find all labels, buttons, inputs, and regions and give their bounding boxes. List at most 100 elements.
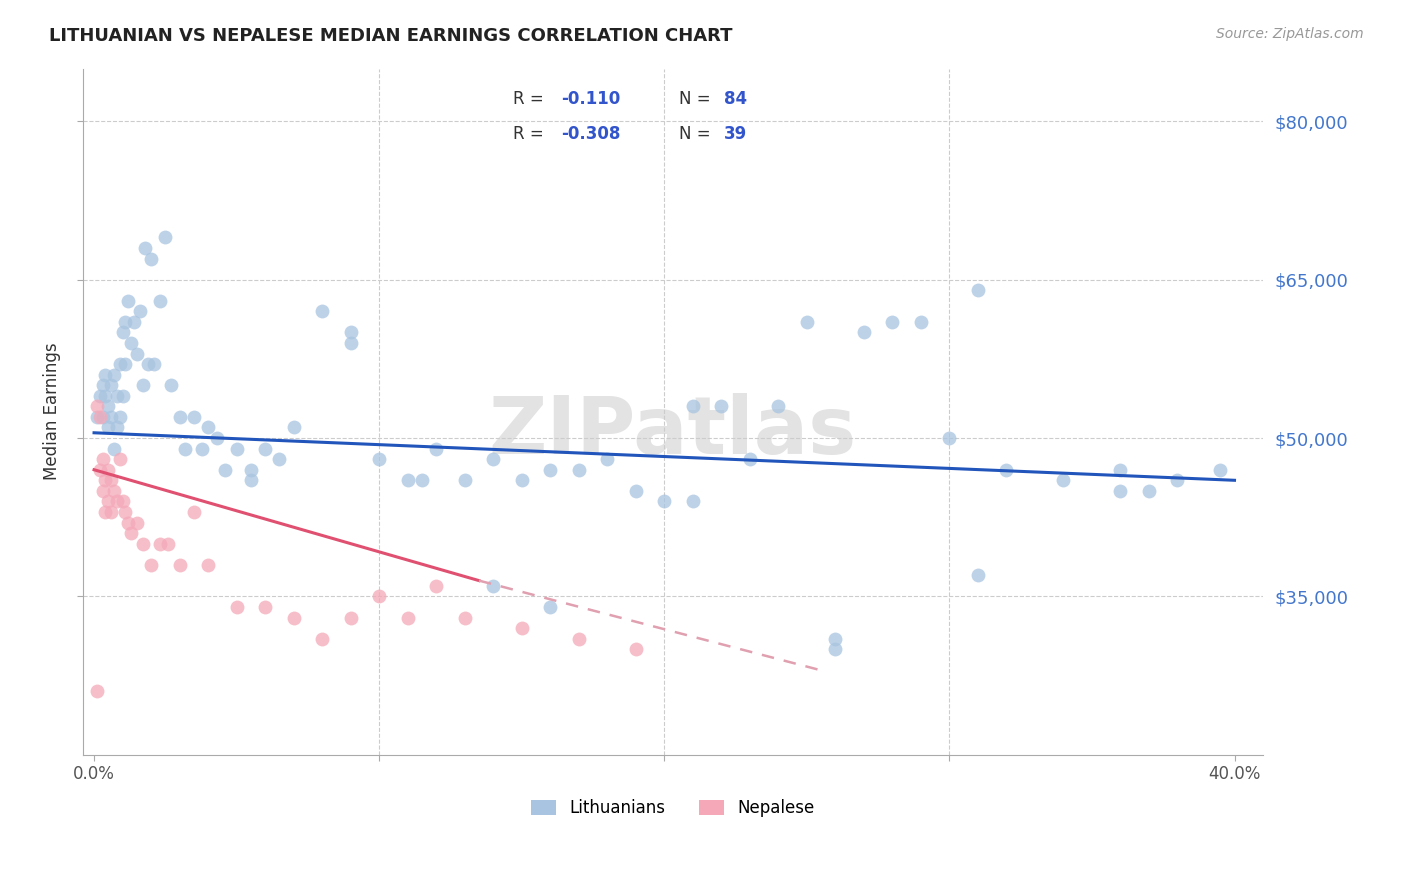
Point: [239, 473, 262, 487]
Point: [125, 516, 148, 530]
Point: [89, 409, 111, 424]
Point: [157, 536, 180, 550]
Point: [183, 409, 205, 424]
Point: [254, 599, 277, 614]
Point: [652, 494, 675, 508]
Point: [1109, 463, 1132, 477]
Point: [142, 357, 165, 371]
Point: [91, 409, 114, 424]
Point: [682, 400, 704, 414]
Point: [111, 494, 134, 508]
Point: [1052, 473, 1074, 487]
Point: [1137, 483, 1160, 498]
Point: [149, 293, 172, 308]
Point: [482, 452, 505, 467]
Point: [100, 505, 122, 519]
Point: [114, 315, 136, 329]
Point: [169, 409, 191, 424]
Point: [1166, 473, 1188, 487]
Point: [108, 452, 131, 467]
Point: [396, 610, 419, 624]
Point: [339, 326, 361, 340]
Point: [339, 610, 361, 624]
Point: [134, 241, 156, 255]
Point: [139, 252, 162, 266]
Point: [938, 431, 960, 445]
Point: [311, 304, 333, 318]
Point: [995, 463, 1018, 477]
Point: [149, 536, 172, 550]
Point: [396, 473, 419, 487]
Point: [86, 684, 108, 698]
Point: [103, 368, 125, 382]
Point: [122, 315, 145, 329]
Point: [191, 442, 214, 456]
Point: [368, 452, 391, 467]
Point: [94, 368, 117, 382]
Point: [117, 293, 139, 308]
Point: [1209, 463, 1232, 477]
Point: [710, 400, 733, 414]
Point: [269, 452, 291, 467]
Point: [117, 516, 139, 530]
Text: N =: N =: [679, 125, 710, 143]
Point: [111, 326, 134, 340]
Point: [120, 526, 142, 541]
Point: [1109, 483, 1132, 498]
Point: [97, 494, 120, 508]
Point: [131, 536, 153, 550]
Text: Source: ZipAtlas.com: Source: ZipAtlas.com: [1216, 27, 1364, 41]
Point: [91, 452, 114, 467]
Point: [103, 483, 125, 498]
Point: [97, 420, 120, 434]
Point: [254, 442, 277, 456]
Point: [425, 442, 447, 456]
Point: [454, 473, 477, 487]
Point: [568, 632, 591, 646]
Point: [183, 505, 205, 519]
Point: [114, 505, 136, 519]
Point: [105, 494, 128, 508]
Point: [538, 599, 561, 614]
Point: [596, 452, 619, 467]
Point: [624, 483, 647, 498]
Text: R =: R =: [513, 90, 544, 109]
Text: N =: N =: [679, 90, 710, 109]
Point: [824, 642, 846, 657]
Point: [967, 568, 990, 582]
Point: [852, 326, 875, 340]
Point: [283, 420, 305, 434]
Point: [311, 632, 333, 646]
Point: [111, 389, 134, 403]
Point: [738, 452, 761, 467]
Point: [86, 400, 108, 414]
Point: [91, 483, 114, 498]
Y-axis label: Median Earnings: Median Earnings: [44, 343, 60, 481]
Point: [139, 558, 162, 572]
Point: [425, 579, 447, 593]
Point: [225, 599, 247, 614]
Point: [197, 420, 219, 434]
Point: [824, 632, 846, 646]
Point: [155, 230, 177, 244]
Text: 39: 39: [724, 125, 747, 143]
Point: [125, 346, 148, 360]
Point: [568, 463, 591, 477]
Point: [768, 400, 790, 414]
Point: [910, 315, 932, 329]
Point: [97, 463, 120, 477]
Point: [100, 378, 122, 392]
Point: [94, 389, 117, 403]
Point: [225, 442, 247, 456]
Point: [120, 336, 142, 351]
Text: ZIPatlas: ZIPatlas: [489, 393, 856, 471]
Point: [796, 315, 818, 329]
Point: [105, 389, 128, 403]
Point: [339, 336, 361, 351]
Point: [283, 610, 305, 624]
Point: [510, 621, 533, 635]
Point: [482, 579, 505, 593]
Point: [368, 590, 391, 604]
Text: -0.308: -0.308: [561, 125, 620, 143]
Text: -0.110: -0.110: [561, 90, 620, 109]
